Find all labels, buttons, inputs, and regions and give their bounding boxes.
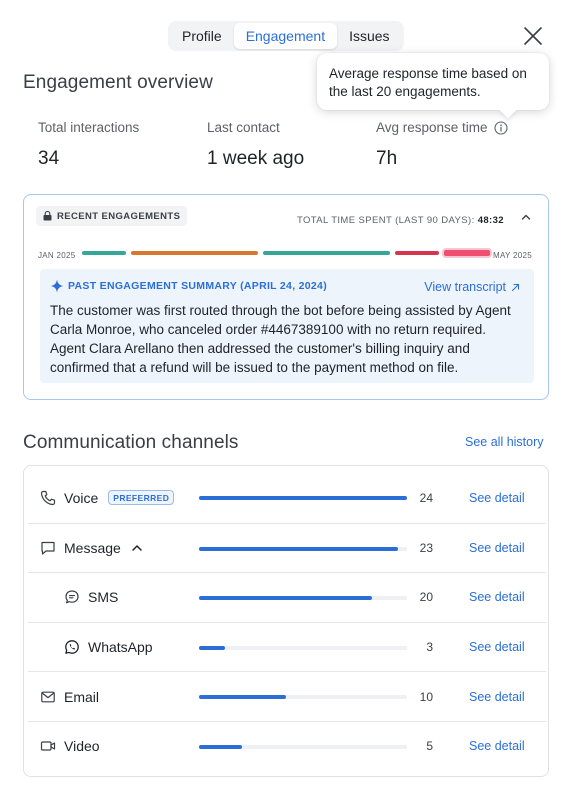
timeline-start-label: JAN 2025 bbox=[38, 251, 76, 260]
channel-count: 20 bbox=[419, 590, 433, 605]
engagement-overview-title: Engagement overview bbox=[23, 72, 213, 93]
channel-name-cell: WhatsApp bbox=[64, 623, 153, 672]
stat-total-interactions: Total interactions 34 bbox=[38, 120, 139, 170]
recent-engagements-heading: RECENT ENGAGEMENTS bbox=[57, 210, 181, 222]
see-detail-link[interactable]: See detail bbox=[469, 640, 525, 655]
channel-name: SMS bbox=[88, 589, 119, 606]
see-detail-link[interactable]: See detail bbox=[469, 739, 525, 754]
view-transcript-link[interactable]: View transcript bbox=[424, 280, 520, 294]
channels-list: Voice PREFERRED 24 See detail Message 23… bbox=[23, 465, 549, 777]
chevron-up-icon[interactable] bbox=[131, 542, 143, 554]
channel-bar-fill bbox=[199, 546, 399, 551]
preferred-badge: PREFERRED bbox=[108, 490, 175, 506]
channel-name: WhatsApp bbox=[88, 639, 153, 656]
channel-name: Message bbox=[64, 539, 121, 556]
channel-count: 24 bbox=[419, 490, 433, 505]
phone-icon bbox=[40, 490, 56, 505]
timeline-segment[interactable] bbox=[263, 251, 390, 255]
total-time-value: 48:32 bbox=[477, 215, 504, 226]
channel-count: 3 bbox=[426, 640, 433, 655]
channel-row-sms: SMS 20 See detail bbox=[28, 572, 546, 622]
stat-last-contact: Last contact 1 week ago bbox=[207, 120, 304, 170]
timeline-segment[interactable] bbox=[82, 251, 126, 255]
close-icon[interactable] bbox=[522, 25, 544, 47]
engagement-summary: PAST ENGAGEMENT SUMMARY (APRIL 24, 2024)… bbox=[40, 269, 534, 383]
sms-icon bbox=[65, 590, 79, 604]
channel-row-email: Email 10 See detail bbox=[28, 671, 546, 721]
tooltip-arrow bbox=[499, 101, 517, 119]
stat-value: 34 bbox=[38, 148, 60, 169]
timeline-segment[interactable] bbox=[131, 251, 258, 255]
channel-name-cell: Message bbox=[40, 524, 143, 573]
channel-bar-fill bbox=[199, 695, 286, 700]
recent-engagements-header: RECENT ENGAGEMENTS bbox=[36, 206, 188, 226]
total-time-spent: TOTAL TIME SPENT (LAST 90 DAYS): 48:32 bbox=[297, 215, 504, 226]
see-detail-link[interactable]: See detail bbox=[469, 490, 525, 505]
channel-name: Video bbox=[64, 738, 100, 755]
whatsapp-icon bbox=[65, 640, 79, 654]
channel-name: Email bbox=[64, 688, 100, 705]
channel-row-message[interactable]: Message 23 See detail bbox=[28, 522, 546, 573]
channel-name-cell: Video bbox=[40, 722, 100, 771]
response-time-tooltip: Average response time based on the last … bbox=[317, 53, 549, 119]
channel-count: 5 bbox=[426, 739, 433, 754]
channel-row-video: Video 5 See detail bbox=[28, 721, 546, 771]
channel-row-voice: Voice PREFERRED 24 See detail bbox=[28, 473, 546, 523]
see-detail-link[interactable]: See detail bbox=[469, 689, 525, 704]
timeline-end-label: MAY 2025 bbox=[493, 251, 533, 260]
chevron-up-icon[interactable] bbox=[520, 211, 532, 223]
stat-label-row: Avg response time bbox=[376, 120, 508, 135]
communication-channels-title: Communication channels bbox=[23, 432, 239, 453]
channel-name-cell: Voice PREFERRED bbox=[40, 473, 175, 523]
channel-row-whatsapp: WhatsApp 3 See detail bbox=[28, 621, 546, 672]
total-time-label: TOTAL TIME SPENT (LAST 90 DAYS): bbox=[296, 215, 475, 226]
channel-bar-fill bbox=[199, 596, 373, 601]
stat-label: Total interactions bbox=[38, 120, 140, 135]
sparkle-icon bbox=[50, 279, 64, 293]
channel-bar-track bbox=[199, 695, 407, 700]
channel-bar-track bbox=[199, 546, 407, 551]
stat-value: 1 week ago bbox=[207, 148, 305, 169]
tab-engagement[interactable]: Engagement bbox=[233, 23, 338, 49]
channel-bar-track bbox=[199, 645, 407, 650]
channel-count: 10 bbox=[419, 689, 433, 704]
view-transcript-label: View transcript bbox=[424, 280, 506, 294]
see-detail-link[interactable]: See detail bbox=[469, 590, 525, 605]
channel-bar-fill bbox=[199, 645, 225, 650]
channel-bar-fill bbox=[199, 745, 243, 749]
video-icon bbox=[40, 741, 56, 751]
external-link-icon bbox=[511, 283, 520, 291]
summary-title: PAST ENGAGEMENT SUMMARY (APRIL 24, 2024) bbox=[68, 280, 327, 292]
see-detail-link[interactable]: See detail bbox=[469, 540, 525, 555]
channel-name-cell: SMS bbox=[64, 573, 118, 622]
mail-icon bbox=[41, 691, 55, 703]
summary-title-row: PAST ENGAGEMENT SUMMARY (APRIL 24, 2024) bbox=[50, 279, 524, 293]
timeline-segment[interactable] bbox=[395, 251, 439, 255]
message-icon bbox=[41, 541, 55, 555]
see-all-history-link[interactable]: See all history bbox=[465, 435, 544, 449]
recent-engagements-card: RECENT ENGAGEMENTS TOTAL TIME SPENT (LAS… bbox=[23, 194, 549, 400]
stat-value: 7h bbox=[376, 148, 398, 169]
tab-bar: Profile Engagement Issues bbox=[168, 21, 404, 51]
timeline-segment-selected[interactable] bbox=[444, 250, 490, 256]
stat-label: Avg response time bbox=[376, 120, 488, 135]
channel-count: 23 bbox=[419, 540, 433, 555]
channel-bar-fill bbox=[199, 496, 407, 500]
channel-bar-track bbox=[199, 496, 407, 500]
lock-icon bbox=[43, 211, 52, 221]
channel-bar-track bbox=[199, 745, 407, 749]
tooltip-text: Average response time based on the last … bbox=[329, 66, 527, 99]
stat-label: Last contact bbox=[207, 120, 280, 135]
channel-name-cell: Email bbox=[40, 672, 99, 721]
channel-bar-track bbox=[199, 596, 407, 601]
tab-profile[interactable]: Profile bbox=[182, 28, 222, 44]
stat-avg-response-time: Avg response time 7h bbox=[376, 120, 508, 170]
summary-text: The customer was first routed through th… bbox=[50, 303, 511, 375]
channel-name: Voice bbox=[64, 489, 99, 506]
tab-issues[interactable]: Issues bbox=[349, 28, 390, 44]
info-icon[interactable] bbox=[494, 120, 508, 135]
